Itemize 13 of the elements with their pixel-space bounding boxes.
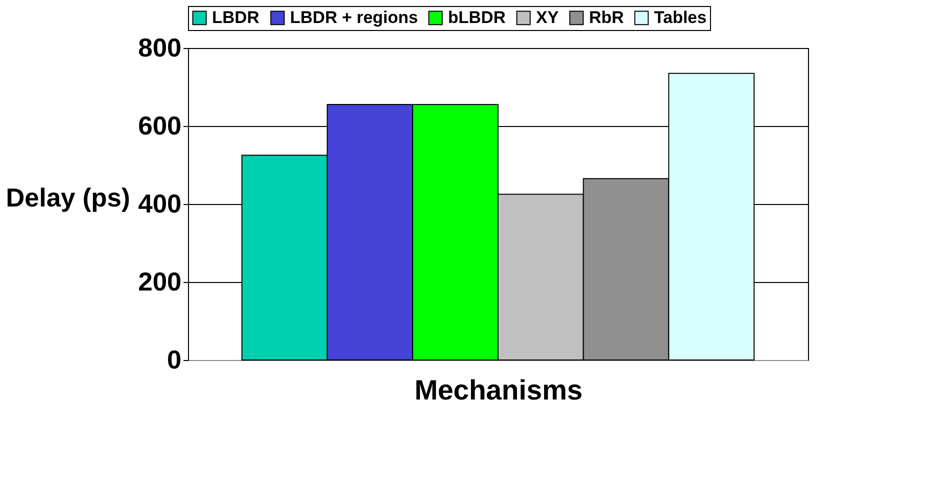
legend-label: XY xyxy=(536,8,560,27)
legend-label: LBDR xyxy=(212,8,260,27)
y-tick-label: 200 xyxy=(138,266,182,296)
legend-label: bLBDR xyxy=(448,8,506,27)
x-axis-title: Mechanisms xyxy=(414,374,583,406)
legend-label: Tables xyxy=(654,8,707,27)
y-axis-title: Delay (ps) xyxy=(6,182,130,212)
y-tick-label: 400 xyxy=(138,188,182,218)
y-tick-label: 800 xyxy=(138,32,182,62)
y-tick-label: 600 xyxy=(138,110,182,140)
legend-label: RbR xyxy=(589,8,624,27)
legend-label: LBDR + regions xyxy=(290,8,418,27)
y-tick-label: 0 xyxy=(167,344,182,374)
